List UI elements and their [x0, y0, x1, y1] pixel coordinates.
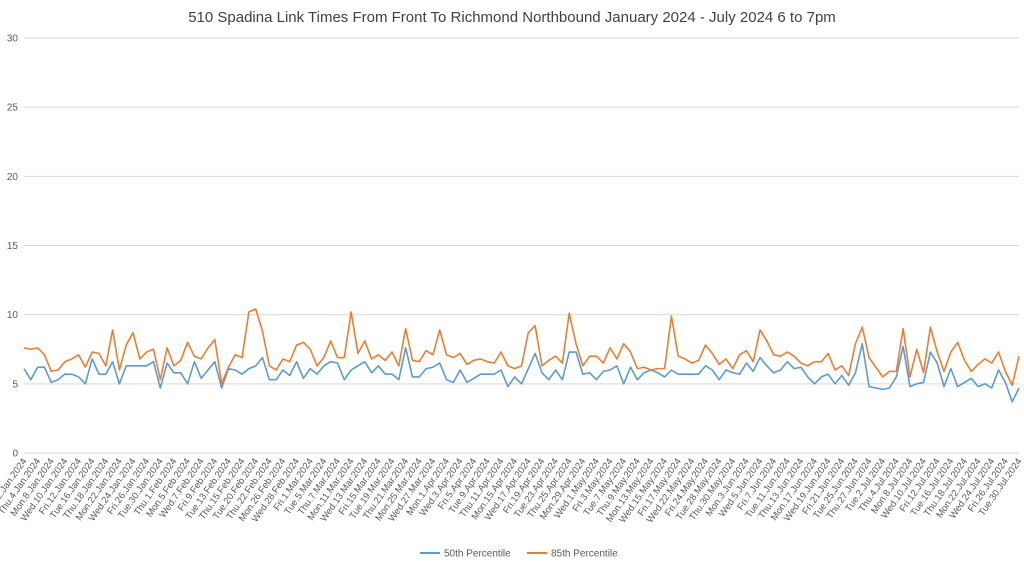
y-tick-label: 0	[12, 449, 18, 460]
y-tick-label: 25	[7, 103, 19, 114]
legend-label: 50th Percentile	[444, 549, 511, 560]
y-tick-label: 15	[7, 241, 19, 252]
series-line	[23, 308, 1020, 387]
chart-title: 510 Spadina Link Times From Front To Ric…	[188, 9, 836, 26]
legend-label: 85th Percentile	[551, 549, 618, 560]
y-tick-label: 20	[7, 172, 19, 183]
series-line	[23, 342, 1020, 403]
y-tick-label: 30	[7, 34, 19, 45]
y-tick-label: 10	[7, 310, 19, 321]
y-tick-label: 5	[12, 379, 18, 390]
